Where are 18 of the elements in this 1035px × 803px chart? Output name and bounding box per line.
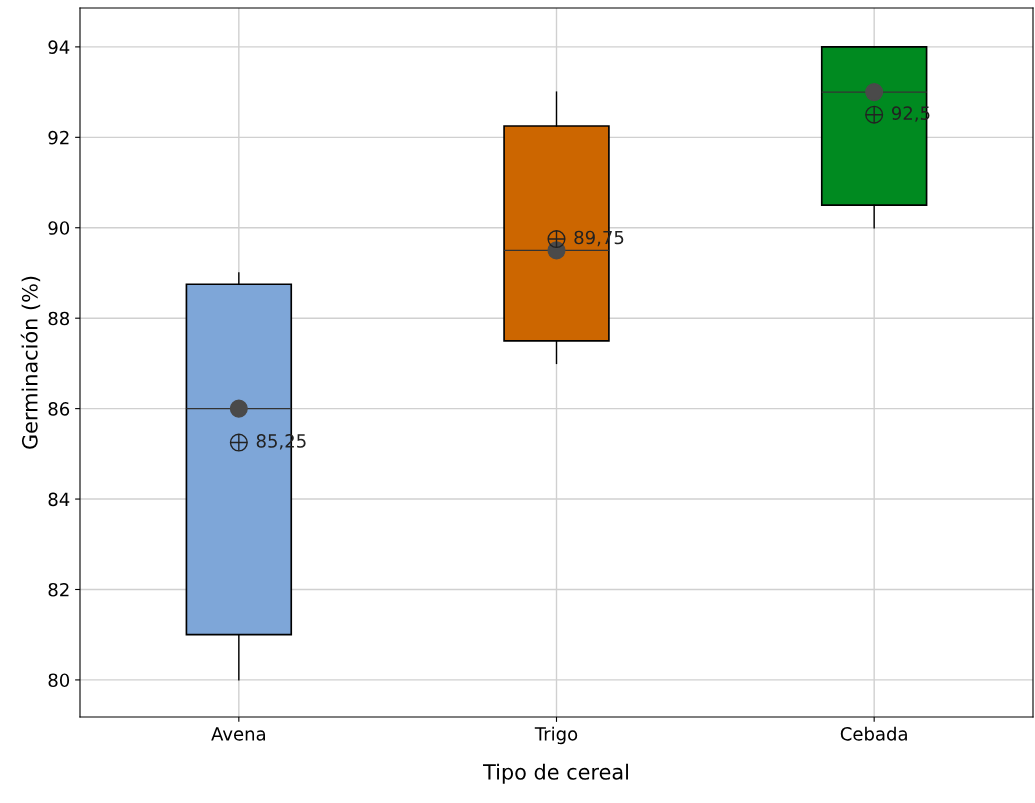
x-tick-label: Cebada — [840, 726, 907, 741]
y-tick-label: 90 — [48, 221, 70, 235]
x-axis-title: Tipo de cereal — [483, 763, 628, 784]
point — [865, 83, 884, 102]
y-tick-label: 92 — [48, 130, 69, 145]
point — [547, 230, 566, 249]
x-tick-label: Trigo — [534, 726, 578, 745]
y-tick-label: 86 — [48, 402, 70, 416]
x-tick-label: Avena — [211, 727, 265, 741]
y-tick-label: 88 — [48, 311, 70, 326]
point — [229, 433, 248, 452]
point — [865, 105, 884, 124]
point — [229, 399, 248, 418]
y-tick-label: 80 — [48, 673, 70, 688]
y-axis-title: Germinación (%) — [20, 276, 41, 449]
y-tick-label: 94 — [48, 40, 70, 54]
y-tick-label: 82 — [48, 582, 69, 597]
y-tick-label: 84 — [48, 492, 70, 507]
